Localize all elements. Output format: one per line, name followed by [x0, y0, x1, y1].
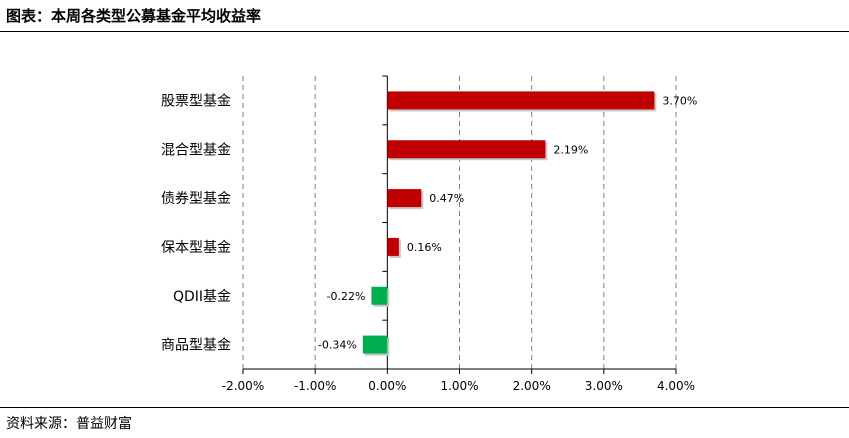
bar: [387, 91, 655, 110]
bar: [387, 189, 422, 208]
bar: [371, 286, 388, 305]
category-label: 商品型基金: [161, 337, 231, 354]
x-tick-label: 4.00%: [657, 379, 695, 393]
data-label: -0.22%: [327, 290, 366, 303]
data-label: 0.47%: [429, 192, 464, 205]
category-label: 债券型基金: [161, 190, 231, 207]
bar: [387, 140, 546, 159]
x-tick-label: -1.00%: [294, 379, 336, 393]
bar-chart: -2.00% -1.00% 0.00% 1.00% 2.00% 3.00% 4.00% 股票型…: [161, 75, 697, 393]
data-label: 2.19%: [553, 143, 588, 156]
category-label: 股票型基金: [161, 92, 231, 109]
data-label: 0.16%: [407, 241, 442, 254]
source-note: 资料来源：普益财富: [6, 416, 132, 432]
title-divider: [0, 31, 849, 32]
bar: [362, 335, 388, 354]
source-divider: [0, 407, 849, 408]
category-label: QDII基金: [173, 288, 231, 305]
x-tick-label: 0.00%: [368, 379, 406, 393]
category-label: 混合型基金: [161, 141, 231, 158]
x-tick-label: 1.00%: [440, 379, 478, 393]
x-tick-label: -2.00%: [222, 379, 264, 393]
page-title: 图表：本周各类型公募基金平均收益率: [6, 7, 262, 25]
data-label: -0.34%: [318, 339, 357, 352]
x-tick-label: 3.00%: [585, 379, 623, 393]
bar: [387, 237, 399, 256]
data-label: 3.70%: [662, 94, 697, 107]
x-tick-label: 2.00%: [513, 379, 551, 393]
category-label: 保本型基金: [161, 239, 231, 256]
